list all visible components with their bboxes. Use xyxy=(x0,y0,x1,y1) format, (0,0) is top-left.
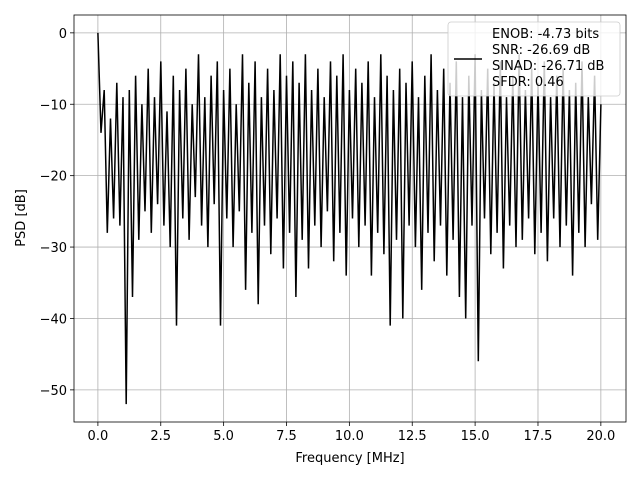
legend-enob: ENOB: -4.73 bits xyxy=(492,27,599,42)
psd-series-line xyxy=(97,32,602,405)
plot-area xyxy=(97,32,602,405)
x-tick-label: 12.5 xyxy=(398,429,427,444)
x-axis-label: Frequency [MHz] xyxy=(295,451,404,466)
y-tick-label: −30 xyxy=(40,241,67,256)
x-axis: 0.0 2.5 5.0 7.5 10.0 12.5 15.0 17.5 20.0 xyxy=(88,422,615,444)
legend-box xyxy=(447,21,621,97)
y-tick-label: 0 xyxy=(59,27,67,42)
x-tick-label: 5.0 xyxy=(213,429,234,444)
x-tick-label: 0.0 xyxy=(88,429,109,444)
y-tick-label: −50 xyxy=(40,384,67,399)
legend-snr: SNR: -26.69 dB xyxy=(492,43,590,58)
x-tick-label: 17.5 xyxy=(524,429,553,444)
y-axis-label: PSD [dB] xyxy=(14,189,29,247)
x-tick-label: 10.0 xyxy=(335,429,364,444)
x-tick-label: 15.0 xyxy=(461,429,490,444)
legend: ENOB: -4.73 bits SNR: -26.69 dB SINAD: -… xyxy=(447,21,621,97)
axes-frame xyxy=(73,14,627,423)
legend-sinad: SINAD: -26.71 dB xyxy=(492,59,604,74)
x-tick-label: 20.0 xyxy=(586,429,615,444)
y-tick-label: −10 xyxy=(40,98,67,113)
y-tick-label: −20 xyxy=(40,170,67,185)
y-tick-label: −40 xyxy=(40,312,67,327)
x-tick-label: 7.5 xyxy=(276,429,297,444)
legend-sfdr: SFDR: 0.46 xyxy=(492,75,564,90)
y-axis: 0 −10 −20 −30 −40 −50 xyxy=(40,27,74,399)
x-tick-label: 2.5 xyxy=(150,429,171,444)
